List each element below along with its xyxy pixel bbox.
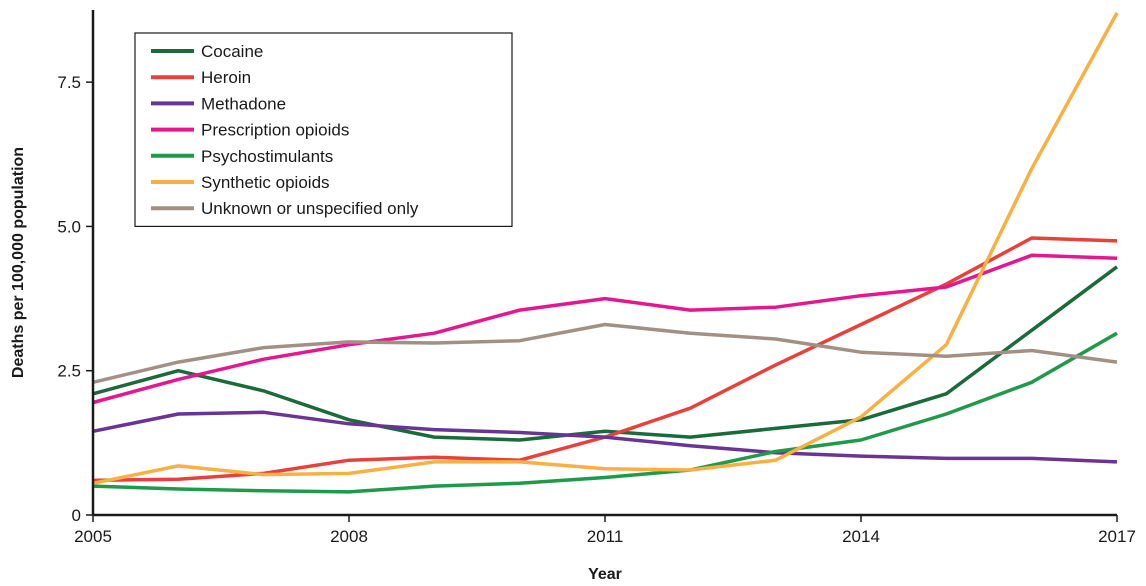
- x-axis-title: Year: [588, 566, 622, 583]
- series-line-methadone: [92, 410, 1118, 464]
- series-line-synthetic-opioids: [92, 12, 1119, 486]
- series-line-unknown-or-unspecified-only: [92, 322, 1118, 385]
- legend-label-cocaine: Cocaine: [201, 42, 263, 61]
- x-tick-label: 2008: [330, 527, 368, 546]
- series-line-prescription-opioids: [92, 253, 1118, 405]
- series-lines: [92, 12, 1119, 494]
- x-tick-label: 2017: [1098, 527, 1136, 546]
- legend-label-psychostimulants: Psychostimulants: [201, 147, 333, 166]
- legend-label-prescription-opioids: Prescription opioids: [201, 121, 349, 140]
- legend-label-heroin: Heroin: [201, 68, 251, 87]
- legend-label-synthetic-opioids: Synthetic opioids: [201, 173, 330, 192]
- legend-box: [134, 32, 513, 227]
- y-axis-ticks: 0 2.5 5.0 7.5: [57, 73, 93, 525]
- y-tick-label: 7.5: [57, 73, 81, 92]
- series-line-cocaine: [92, 265, 1119, 442]
- legend-label-methadone: Methadone: [201, 94, 286, 113]
- series-line-heroin: [92, 236, 1118, 483]
- series-line-psychostimulants: [92, 331, 1118, 494]
- x-tick-label: 2011: [587, 527, 624, 546]
- legend: Cocaine Heroin Methadone Prescription opioi…: [134, 32, 513, 227]
- y-tick-label: 5.0: [57, 217, 81, 236]
- x-tick-label: 2014: [842, 527, 880, 546]
- y-axis-title: Deaths per 100,000 population: [10, 147, 27, 378]
- x-axis-ticks: 2005 2008 2011 2014 2017: [74, 515, 1136, 546]
- y-tick-label: 2.5: [57, 362, 81, 381]
- y-tick-label: 0: [72, 506, 81, 525]
- legend-label-unknown-or-unspecified-only: Unknown or unspecified only: [201, 199, 419, 218]
- x-tick-label: 2005: [74, 527, 112, 546]
